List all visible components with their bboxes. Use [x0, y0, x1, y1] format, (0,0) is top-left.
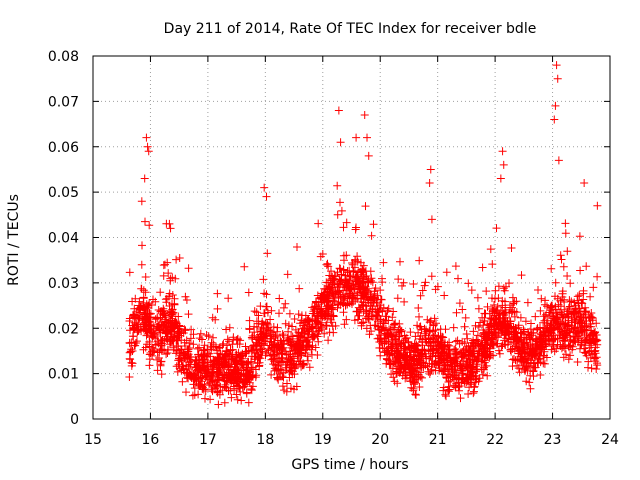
x-axis-label: GPS time / hours — [291, 457, 408, 473]
x-tick-label: 22 — [486, 432, 504, 448]
y-axis-ticks: 0 0.01 0.02 0.03 0.04 0.05 0.06 0.07 0.08 — [48, 49, 610, 428]
data-point — [554, 156, 563, 165]
data-point — [427, 215, 436, 224]
data-point — [260, 183, 269, 192]
data-point — [364, 151, 373, 160]
data-point — [551, 101, 560, 110]
chart-title: Day 211 of 2014, Rate Of TEC Index for r… — [164, 21, 537, 37]
data-point — [360, 110, 369, 119]
y-tick-label: 0.07 — [48, 94, 79, 110]
data-point — [166, 224, 175, 233]
data-point — [426, 165, 435, 174]
y-tick-label: 0.04 — [48, 231, 79, 247]
y-axis-label: ROTI / TECUs — [6, 194, 22, 286]
data-point — [580, 179, 589, 188]
scatter-cloud — [125, 181, 602, 409]
data-point — [550, 115, 559, 124]
data-point — [363, 133, 372, 142]
data-point — [553, 74, 562, 83]
x-tick-label: 23 — [544, 432, 562, 448]
x-tick-label: 19 — [314, 432, 332, 448]
data-point — [593, 201, 602, 210]
x-tick-label: 15 — [84, 432, 102, 448]
x-axis-ticks: 15 16 17 18 19 20 21 22 23 24 — [84, 56, 619, 448]
data-points — [125, 61, 602, 409]
x-tick-label: 24 — [601, 432, 619, 448]
data-point — [262, 192, 271, 201]
data-point — [425, 179, 434, 188]
y-tick-label: 0.05 — [48, 185, 79, 201]
y-tick-label: 0.01 — [48, 367, 79, 383]
x-tick-label: 16 — [142, 432, 160, 448]
data-point — [143, 142, 152, 151]
y-tick-label: 0.06 — [48, 140, 79, 156]
data-point — [137, 197, 146, 206]
y-tick-label: 0.02 — [48, 321, 79, 337]
x-tick-label: 17 — [199, 432, 217, 448]
data-point — [142, 133, 151, 142]
data-point — [334, 106, 343, 115]
data-point — [496, 174, 505, 183]
data-point — [498, 147, 507, 156]
data-point — [140, 174, 149, 183]
data-point — [144, 147, 153, 156]
data-point — [352, 133, 361, 142]
y-tick-label: 0.03 — [48, 276, 79, 292]
data-point — [552, 61, 561, 70]
data-point — [336, 138, 345, 147]
x-tick-label: 18 — [256, 432, 274, 448]
y-tick-label: 0.08 — [48, 49, 79, 65]
data-point — [165, 219, 174, 228]
x-tick-label: 20 — [371, 432, 389, 448]
plot-frame — [92, 55, 611, 420]
grid-lines — [93, 56, 610, 419]
x-tick-label: 21 — [429, 432, 447, 448]
y-tick-label: 0 — [70, 412, 79, 428]
data-point — [499, 160, 508, 169]
